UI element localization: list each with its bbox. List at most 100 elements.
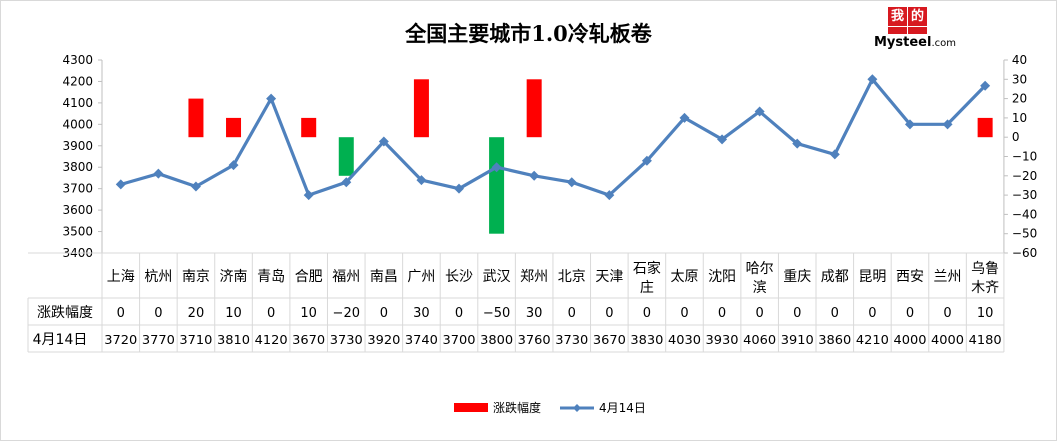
right-tick-label: 40 [1012, 53, 1027, 67]
category-label: 上海 [107, 269, 135, 285]
price-point [792, 138, 803, 149]
logo-wordmark: Mysteel.com [874, 35, 956, 50]
right-tick-label: −50 [1012, 227, 1037, 241]
change-value: 0 [605, 306, 613, 321]
category-label: 沈阳 [708, 269, 736, 285]
left-tick-label: 3500 [62, 225, 93, 239]
logo-suffix: .com [931, 38, 956, 49]
price-point [491, 162, 502, 173]
change-value: 0 [643, 306, 651, 321]
price-value: 3920 [367, 332, 400, 347]
right-tick-label: −40 [1012, 207, 1037, 221]
category-label: 合肥 [295, 269, 323, 285]
left-tick-label: 3800 [62, 160, 93, 174]
price-point [416, 175, 427, 186]
price-point [303, 190, 314, 201]
price-point [115, 179, 126, 190]
price-point [679, 112, 690, 123]
category-label: 南京 [182, 269, 210, 285]
change-bar [977, 117, 993, 138]
change-value: 0 [267, 306, 275, 321]
change-value: 20 [188, 306, 205, 321]
price-point [529, 170, 540, 181]
logo-block-2 [908, 27, 927, 34]
category-label: 木齐 [971, 280, 999, 296]
right-tick-label: −30 [1012, 188, 1037, 202]
change-value: 0 [943, 306, 951, 321]
left-tick-label: 4200 [62, 74, 93, 88]
price-value: 3860 [818, 332, 851, 347]
price-point [378, 136, 389, 147]
price-value: 3770 [142, 332, 175, 347]
category-label: 兰州 [934, 269, 962, 285]
price-value: 4210 [856, 332, 889, 347]
category-label: 滨 [753, 280, 767, 296]
left-tick-label: 4000 [62, 117, 93, 131]
right-tick-label: 30 [1012, 72, 1027, 86]
change-value: 30 [413, 306, 430, 321]
change-value: 10 [225, 306, 242, 321]
price-point [867, 74, 878, 85]
price-value: 3830 [630, 332, 663, 347]
change-bar [188, 98, 204, 138]
row-header-change: 涨跌幅度 [37, 305, 93, 321]
category-label: 昆明 [858, 269, 886, 285]
right-tick-label: −20 [1012, 169, 1037, 183]
price-value: 3760 [518, 332, 551, 347]
right-tick-label: −60 [1012, 246, 1037, 260]
change-value: 0 [906, 306, 914, 321]
price-point [341, 177, 352, 188]
change-bar [489, 137, 505, 234]
category-label: 长沙 [445, 269, 473, 285]
left-tick-label: 3900 [62, 139, 93, 153]
logo-word: Mysteel [874, 35, 932, 50]
change-value: 0 [568, 306, 576, 321]
legend-label-change: 涨跌幅度 [493, 401, 542, 415]
price-value: 3910 [781, 332, 814, 347]
left-tick-label: 3600 [62, 203, 93, 217]
price-point [829, 149, 840, 160]
price-value: 3930 [706, 332, 739, 347]
category-label: 南昌 [370, 269, 398, 285]
change-value: −20 [333, 306, 360, 321]
price-value: 4030 [668, 332, 701, 347]
price-point [454, 183, 465, 194]
change-value: 0 [380, 306, 388, 321]
price-point [980, 80, 991, 91]
change-value: 0 [831, 306, 839, 321]
category-label: 乌鲁 [971, 261, 999, 277]
category-label: 哈尔 [746, 261, 774, 277]
price-value: 3800 [480, 332, 513, 347]
category-label: 重庆 [783, 269, 811, 285]
row-header-price: 4月14日 [33, 332, 88, 348]
price-value: 4180 [969, 332, 1002, 347]
left-tick-label: 4300 [62, 53, 93, 67]
right-tick-label: −10 [1012, 150, 1037, 164]
change-value: 0 [117, 306, 125, 321]
change-value: −50 [483, 306, 510, 321]
price-value: 3670 [292, 332, 325, 347]
change-value: 0 [868, 306, 876, 321]
category-label: 郑州 [520, 269, 548, 285]
legend-label-price: 4月14日 [599, 401, 646, 415]
category-label: 天津 [595, 269, 623, 285]
price-point [604, 190, 615, 201]
change-bar [413, 79, 429, 138]
left-tick-label: 3700 [62, 182, 93, 196]
price-point [153, 168, 164, 179]
price-line [120, 77, 987, 197]
change-bar [338, 137, 354, 176]
change-value: 0 [680, 306, 688, 321]
change-value: 0 [154, 306, 162, 321]
price-point [566, 177, 577, 188]
price-value: 4000 [893, 332, 926, 347]
price-value: 3810 [217, 332, 250, 347]
price-value: 3730 [555, 332, 588, 347]
logo-char-2: 的 [908, 7, 927, 26]
logo-block [888, 27, 907, 34]
legend-item-change: 涨跌幅度 [454, 399, 541, 416]
category-label: 庄 [640, 279, 654, 296]
logo-char-1: 我 [888, 7, 907, 26]
price-value: 4000 [931, 332, 964, 347]
price-point [717, 134, 728, 145]
